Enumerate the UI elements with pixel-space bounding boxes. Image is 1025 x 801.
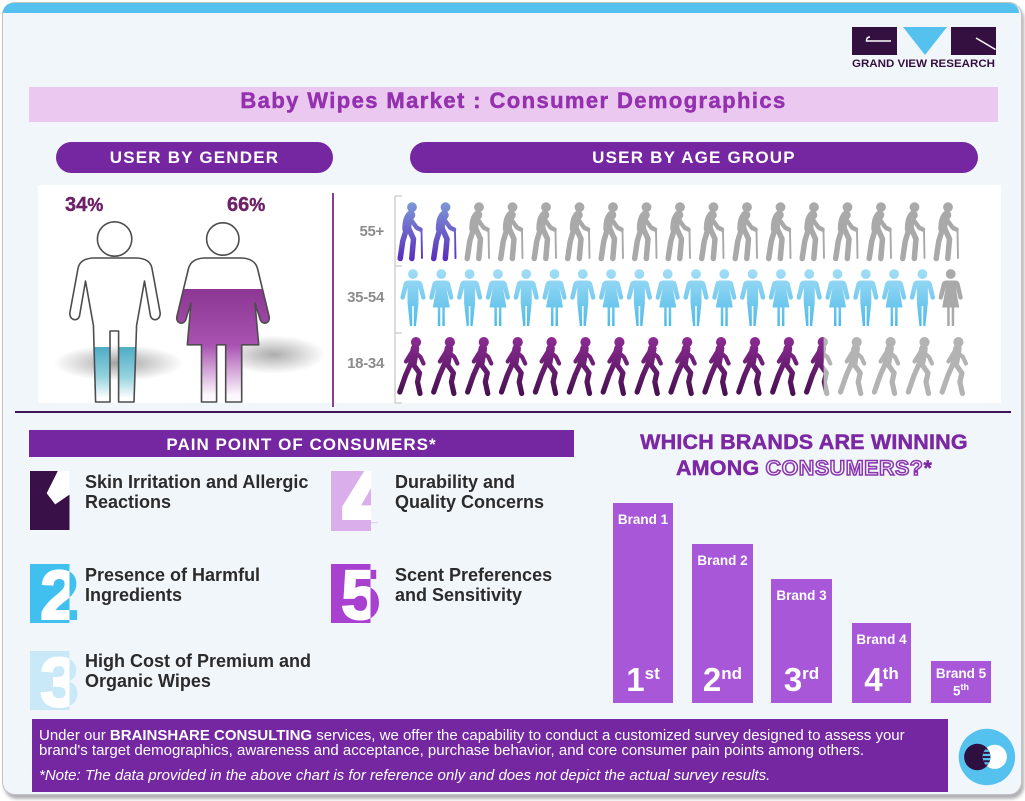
svg-text:GRAND VIEW RESEARCH: GRAND VIEW RESEARCH xyxy=(852,58,995,70)
svg-text:2: 2 xyxy=(40,564,79,628)
svg-text:5: 5 xyxy=(341,564,380,628)
svg-text:3: 3 xyxy=(40,651,79,715)
